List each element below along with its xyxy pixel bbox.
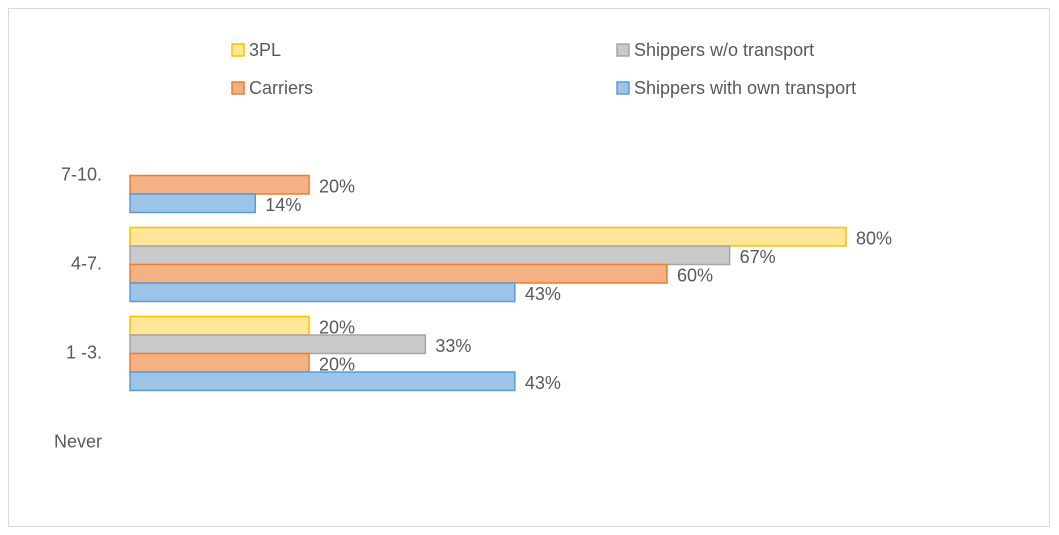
bar: [129, 334, 427, 355]
bar: [129, 174, 310, 195]
legend-swatch: [616, 43, 630, 57]
data-label: 80%: [856, 229, 892, 249]
legend-label: Shippers with own transport: [634, 78, 856, 98]
data-label: 20%: [319, 318, 355, 338]
legend-swatch: [231, 43, 245, 57]
bar: [129, 315, 310, 336]
y-tick-label: Never: [54, 431, 102, 451]
bar: [129, 193, 257, 214]
y-tick-label: 4-7.: [71, 253, 102, 273]
bar: [129, 282, 516, 303]
data-label: 33%: [435, 336, 471, 356]
bar: [129, 263, 668, 284]
bar: [129, 245, 731, 266]
legend-label: Shippers w/o transport: [634, 40, 814, 60]
bar: [129, 352, 310, 373]
data-label: 20%: [319, 355, 355, 375]
data-label: 43%: [525, 373, 561, 393]
legend-label: 3PL: [249, 40, 281, 60]
data-label: 60%: [677, 266, 713, 286]
legend-swatch: [231, 81, 245, 95]
bar: [129, 226, 847, 247]
bar: [129, 371, 516, 392]
y-tick-label: 7-10.: [61, 164, 102, 184]
legend-label: Carriers: [249, 78, 313, 98]
data-label: 67%: [740, 247, 776, 267]
legend-swatch: [616, 81, 630, 95]
y-tick-label: 1 -3.: [66, 342, 102, 362]
data-label: 43%: [525, 284, 561, 304]
data-label: 14%: [265, 195, 301, 215]
data-label: 20%: [319, 177, 355, 197]
